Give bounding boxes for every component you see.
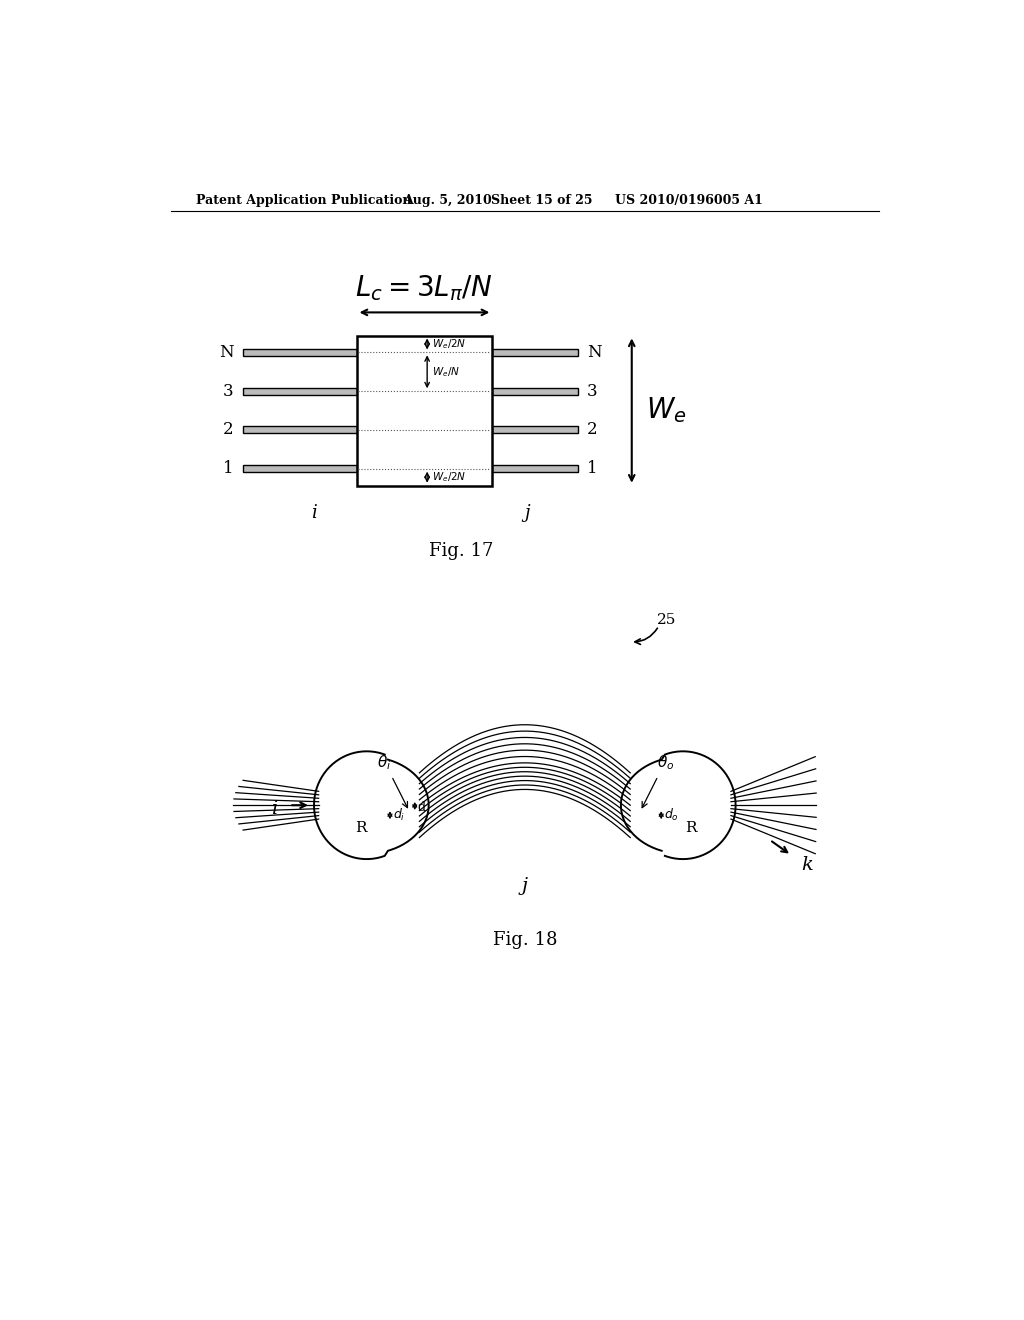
- Text: $L_c=3L_\pi/N$: $L_c=3L_\pi/N$: [355, 273, 494, 302]
- Bar: [243, 426, 356, 433]
- Text: Patent Application Publication: Patent Application Publication: [197, 194, 412, 207]
- Text: $W_e/N$: $W_e/N$: [432, 364, 460, 379]
- Text: $d_i$: $d_i$: [393, 807, 406, 824]
- Text: $W_e/2N$: $W_e/2N$: [432, 470, 466, 484]
- Text: 2: 2: [587, 421, 597, 438]
- Bar: [243, 348, 356, 356]
- Text: R: R: [354, 821, 367, 836]
- Text: N: N: [219, 345, 233, 360]
- Text: j: j: [522, 876, 527, 895]
- Text: i: i: [311, 504, 316, 521]
- Text: j: j: [524, 504, 530, 521]
- Text: k: k: [801, 857, 813, 874]
- Text: N: N: [587, 345, 601, 360]
- Text: Fig. 18: Fig. 18: [493, 931, 557, 949]
- Text: 25: 25: [657, 614, 676, 627]
- Bar: [493, 426, 578, 433]
- Bar: [243, 465, 356, 473]
- Bar: [356, 335, 493, 486]
- Text: d: d: [417, 801, 425, 814]
- Text: $W_e/2N$: $W_e/2N$: [432, 337, 466, 351]
- Text: $\theta_o$: $\theta_o$: [657, 754, 675, 772]
- Text: 3: 3: [223, 383, 233, 400]
- Text: $\theta_i$: $\theta_i$: [377, 754, 391, 772]
- Text: 1: 1: [223, 461, 233, 478]
- Text: 2: 2: [223, 421, 233, 438]
- Text: US 2010/0196005 A1: US 2010/0196005 A1: [614, 194, 763, 207]
- Bar: [493, 388, 578, 395]
- Text: i: i: [271, 800, 278, 818]
- Bar: [493, 348, 578, 356]
- Text: $d_o$: $d_o$: [665, 807, 679, 824]
- Text: 3: 3: [587, 383, 597, 400]
- Text: Aug. 5, 2010: Aug. 5, 2010: [403, 194, 492, 207]
- Text: $W_e$: $W_e$: [646, 396, 686, 425]
- Bar: [493, 465, 578, 473]
- Text: Sheet 15 of 25: Sheet 15 of 25: [490, 194, 592, 207]
- Text: 1: 1: [587, 461, 597, 478]
- Bar: [243, 388, 356, 395]
- Text: R: R: [685, 821, 696, 836]
- Text: Fig. 17: Fig. 17: [429, 543, 494, 560]
